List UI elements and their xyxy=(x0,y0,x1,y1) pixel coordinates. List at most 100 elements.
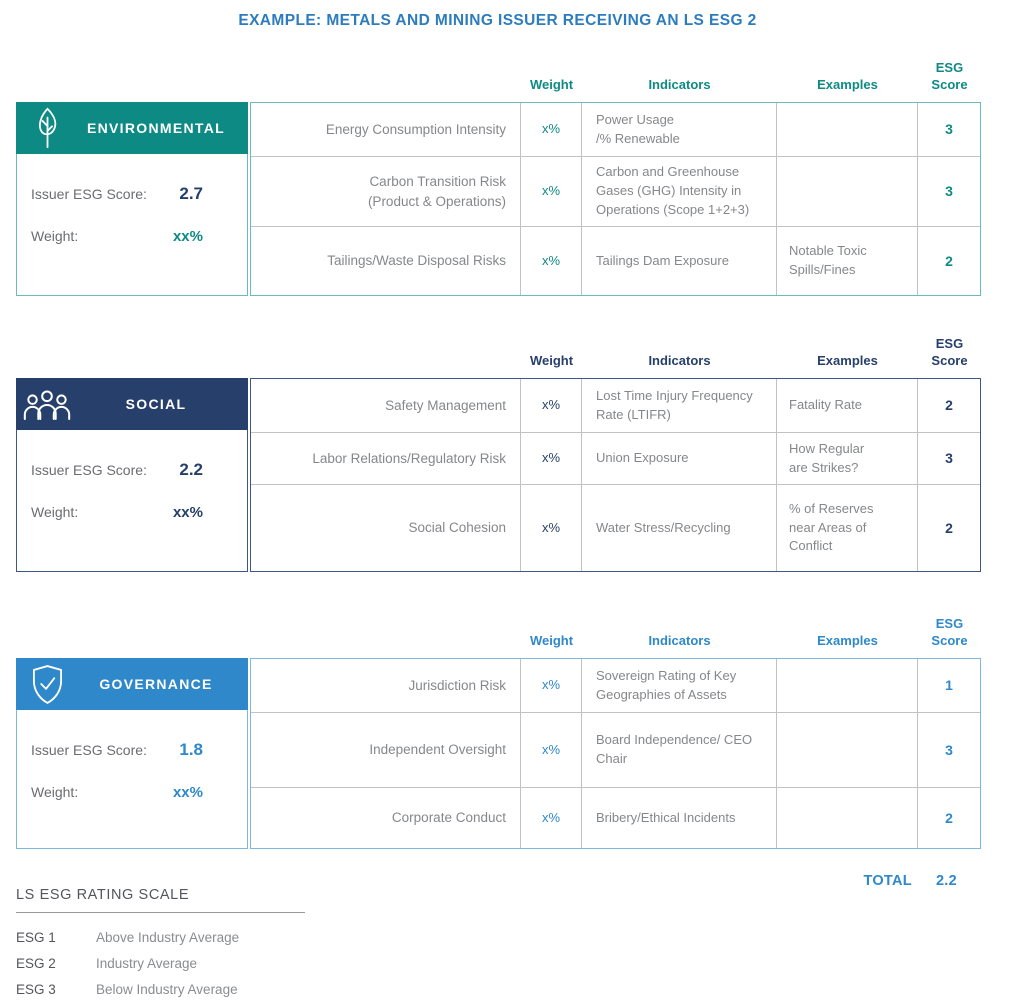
section-name: SOCIAL xyxy=(125,396,187,412)
row-esg-score: 2 xyxy=(917,484,980,571)
governance-summary-panel: GOVERNANCE Issuer ESG Score: 1.8 Weight:… xyxy=(16,658,248,849)
row-esg-score: 3 xyxy=(917,103,980,156)
row-label: Energy Consumption Intensity xyxy=(325,121,506,137)
row-weight: x% xyxy=(520,659,581,712)
leaf-icon xyxy=(16,107,78,149)
row-esg-score: 3 xyxy=(917,432,980,484)
row-esg-score: 1 xyxy=(917,659,980,712)
weight-label: Weight: xyxy=(31,228,79,244)
row-indicator: Union Exposure xyxy=(581,432,776,484)
weight-column-header: Weight xyxy=(529,633,574,648)
row-weight: x% xyxy=(520,226,581,295)
weight-row: Weight: xx% xyxy=(31,784,203,801)
rating-description: Above Industry Average xyxy=(96,929,240,945)
section-name: GOVERNANCE xyxy=(99,676,213,692)
shield-check-icon xyxy=(16,664,78,705)
row-example: % of Reserves near Areas of Conflict xyxy=(776,484,917,571)
indicators-column-header: Indicators xyxy=(648,77,711,92)
page-title: EXAMPLE: METALS AND MINING ISSUER RECEIV… xyxy=(238,12,757,29)
row-indicator: Tailings Dam Exposure xyxy=(581,226,776,295)
weight-row: Weight: xx% xyxy=(31,504,203,521)
rating-description: Industry Average xyxy=(96,955,198,971)
row-weight: x% xyxy=(520,156,581,226)
weight-row: Weight: xx% xyxy=(31,228,203,245)
esg-score-column-header: ESG Score xyxy=(931,336,968,368)
row-weight: x% xyxy=(520,484,581,571)
environmental-summary: Issuer ESG Score: 2.7 Weight: xx% xyxy=(17,154,247,245)
row-indicator: Board Independence/ CEO Chair xyxy=(581,712,776,787)
environmental-table: Energy Consumption Intensity x% Power Us… xyxy=(250,102,981,296)
row-indicator: Lost Time Injury Frequency Rate (LTIFR) xyxy=(581,379,776,432)
row-label: Safety Management xyxy=(385,397,506,413)
row-label: Social Cohesion xyxy=(251,484,520,571)
rating-scale-item: ESG 3 Below Industry Average xyxy=(16,976,979,1002)
row-example xyxy=(776,659,917,712)
total-row: TOTAL 2.2 xyxy=(863,873,957,889)
row-weight: x% xyxy=(520,103,581,156)
weight-value: xx% xyxy=(172,228,203,245)
total-label: TOTAL xyxy=(863,873,912,889)
row-example xyxy=(776,103,917,156)
weight-column-header: Weight xyxy=(529,77,574,92)
environmental-summary-panel: ENVIRONMENTAL Issuer ESG Score: 2.7 Weig… xyxy=(16,102,248,296)
row-indicator: Carbon and Greenhouse Gases (GHG) Intens… xyxy=(581,156,776,226)
weight-value: xx% xyxy=(172,784,203,801)
governance-block: GOVERNANCE Issuer ESG Score: 1.8 Weight:… xyxy=(16,658,1024,849)
total-value: 2.2 xyxy=(935,873,957,889)
row-esg-score: 2 xyxy=(917,226,980,295)
governance-column-headers: Weight Indicators Examples ESG Score xyxy=(16,612,1024,652)
esg-score-column-header: ESG Score xyxy=(931,616,968,648)
row-label: Corporate Conduct xyxy=(251,787,520,848)
spacer xyxy=(16,649,521,652)
row-label: Independent Oversight xyxy=(251,712,520,787)
row-indicator: Power Usage /% Renewable xyxy=(581,103,776,156)
environmental-block: ENVIRONMENTAL Issuer ESG Score: 2.7 Weig… xyxy=(16,102,1024,296)
row-example: Notable Toxic Spills/Fines xyxy=(776,226,917,295)
rating-scale-divider xyxy=(16,912,305,913)
row-example: How Regular are Strikes? xyxy=(776,432,917,484)
examples-column-header: Examples xyxy=(817,77,878,92)
row-label: Carbon Transition Risk (Product & Operat… xyxy=(251,156,520,226)
issuer-esg-score-label: Issuer ESG Score: xyxy=(31,462,147,478)
footer: TOTAL 2.2 LS ESG RATING SCALE ESG 1 Above… xyxy=(16,873,979,1002)
indicators-column-header: Indicators xyxy=(648,633,711,648)
issuer-esg-score-value: 1.8 xyxy=(179,740,203,759)
issuer-esg-score-label: Issuer ESG Score: xyxy=(31,186,147,202)
issuer-esg-score-row: Issuer ESG Score: 1.8 xyxy=(31,740,203,760)
social-summary: Issuer ESG Score: 2.2 Weight: xx% xyxy=(17,430,247,521)
weight-column-header: Weight xyxy=(529,353,574,368)
social-table: Safety Management x% Lost Time Injury Fr… xyxy=(250,378,981,572)
row-example xyxy=(776,156,917,226)
governance-header: GOVERNANCE xyxy=(16,658,248,710)
social-section: Weight Indicators Examples ESG Score xyxy=(16,332,1024,572)
environmental-section: Weight Indicators Examples ESG Score EN xyxy=(16,56,1024,296)
weight-label: Weight: xyxy=(31,784,79,800)
row-weight: x% xyxy=(520,432,581,484)
row-example xyxy=(776,787,917,848)
social-column-headers: Weight Indicators Examples ESG Score xyxy=(16,332,1024,372)
row-label: Tailings/Waste Disposal Risks xyxy=(251,226,520,295)
rating-code: ESG 2 xyxy=(16,955,56,971)
governance-section: Weight Indicators Examples ESG Score GOVE… xyxy=(16,612,1024,849)
rating-code: ESG 3 xyxy=(16,981,56,997)
social-header: SOCIAL xyxy=(16,378,248,430)
row-esg-score: 2 xyxy=(917,379,980,432)
row-indicator: Bribery/Ethical Incidents xyxy=(581,787,776,848)
rating-description: Below Industry Average xyxy=(96,981,238,997)
environmental-header: ENVIRONMENTAL xyxy=(16,102,248,154)
esg-score-column-header: ESG Score xyxy=(931,60,968,92)
row-label: Labor Relations/Regulatory Risk xyxy=(251,432,520,484)
rating-scale-item: ESG 2 Industry Average xyxy=(16,950,979,976)
issuer-esg-score-value: 2.2 xyxy=(179,460,203,479)
issuer-esg-score-value: 2.7 xyxy=(179,184,203,203)
row-indicator: Water Stress/Recycling xyxy=(581,484,776,571)
people-icon xyxy=(16,389,78,420)
rating-scale-list: ESG 1 Above Industry Average ESG 2 Indus… xyxy=(16,924,979,1002)
rating-scale-title: LS ESG RATING SCALE xyxy=(16,887,190,903)
examples-column-header: Examples xyxy=(817,353,878,368)
indicators-column-header: Indicators xyxy=(648,353,711,368)
row-esg-score: 3 xyxy=(917,712,980,787)
section-name: ENVIRONMENTAL xyxy=(87,120,225,136)
row-weight: x% xyxy=(520,787,581,848)
weight-label: Weight: xyxy=(31,504,79,520)
